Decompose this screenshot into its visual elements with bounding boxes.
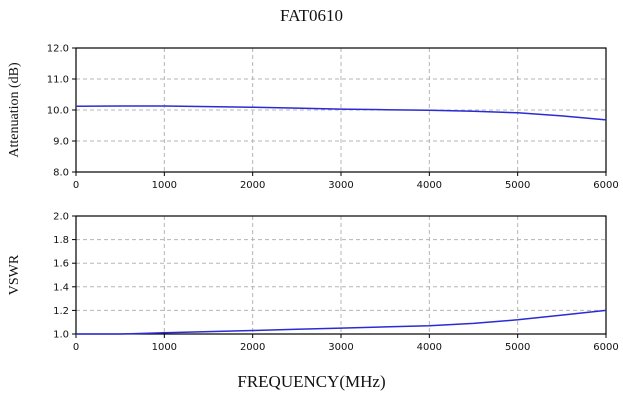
panel1-ytick-label: 12.0 — [47, 44, 69, 55]
panel2-ytick-label: 1.4 — [53, 282, 69, 293]
panel2-xtick-label: 0 — [73, 342, 79, 353]
panel1-xtick-label: 0 — [73, 180, 79, 191]
panel1-ytick-label: 9.0 — [53, 137, 69, 148]
panel1-xtick-label: 3000 — [328, 180, 353, 191]
panel2-ytick-label: 1.2 — [53, 306, 69, 317]
panel1-frame — [75, 47, 607, 173]
panel1-xtick-label: 1000 — [152, 180, 177, 191]
panel2-xtick-label: 6000 — [593, 342, 618, 353]
panel2-xtick-label: 3000 — [328, 342, 353, 353]
panel1-xtick-label: 6000 — [593, 180, 618, 191]
panel1-xtick-label: 4000 — [417, 180, 442, 191]
panel2-xtick-label: 5000 — [505, 342, 530, 353]
panel2-xtick-label: 2000 — [240, 342, 265, 353]
panel2-ytick-label: 1.8 — [53, 235, 69, 246]
panel2-y-axis-label: VSWR — [7, 254, 22, 295]
panel1-ytick-label: 11.0 — [47, 75, 69, 86]
panel1-xtick-label: 2000 — [240, 180, 265, 191]
panel2-xtick-label: 1000 — [152, 342, 177, 353]
panel1-ytick-label: 10.0 — [47, 106, 69, 117]
panel1-xtick-label: 5000 — [505, 180, 530, 191]
panel2-ytick-label: 2.0 — [53, 212, 69, 223]
panel2-frame — [75, 215, 607, 335]
panel2-series-line — [76, 309, 607, 335]
panel2-xtick-label: 4000 — [417, 342, 442, 353]
x-axis-label: FREQUENCY(MHz) — [237, 372, 386, 391]
panel1-series-line — [75, 105, 607, 121]
panel2-ytick-label: 1.0 — [53, 330, 69, 341]
panel2-ytick-label: 1.6 — [53, 259, 69, 270]
panel1-y-axis-label: Attenuation (dB) — [7, 62, 22, 158]
panel1-ytick-label: 8.0 — [53, 168, 69, 179]
chart-title: FAT0610 — [280, 6, 343, 25]
